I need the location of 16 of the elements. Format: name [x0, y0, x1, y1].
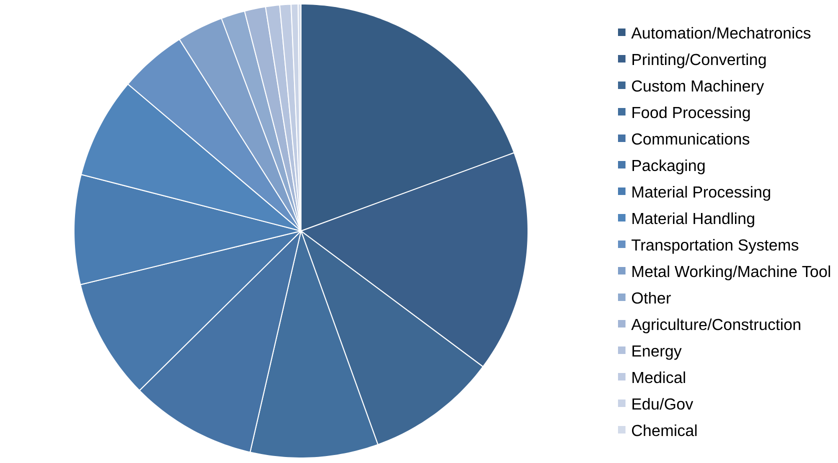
legend-label: Energy [632, 346, 682, 360]
legend-label: Material Handling [632, 212, 754, 228]
legend-label: Other [632, 292, 671, 304]
legend-label: Agriculture/Construction [631, 318, 800, 334]
legend-label: Metal Working/Machine Tool [632, 265, 830, 280]
legend-label: Custom Machinery [632, 80, 764, 95]
legend-label: Printing/Converting [632, 53, 766, 68]
legend-label: Automation/Mechatronics [631, 26, 810, 39]
legend-label: Material Processing [632, 186, 770, 201]
legend-label: Packaging [632, 159, 705, 174]
legend-label: Transportation Systems [632, 238, 798, 254]
legend-label: Chemical [632, 424, 697, 436]
legend-label: Medical [632, 371, 686, 384]
legend-label: Communications [632, 132, 750, 145]
legend-label: Food Processing [632, 106, 750, 122]
legend-label: Edu/Gov [632, 398, 694, 410]
